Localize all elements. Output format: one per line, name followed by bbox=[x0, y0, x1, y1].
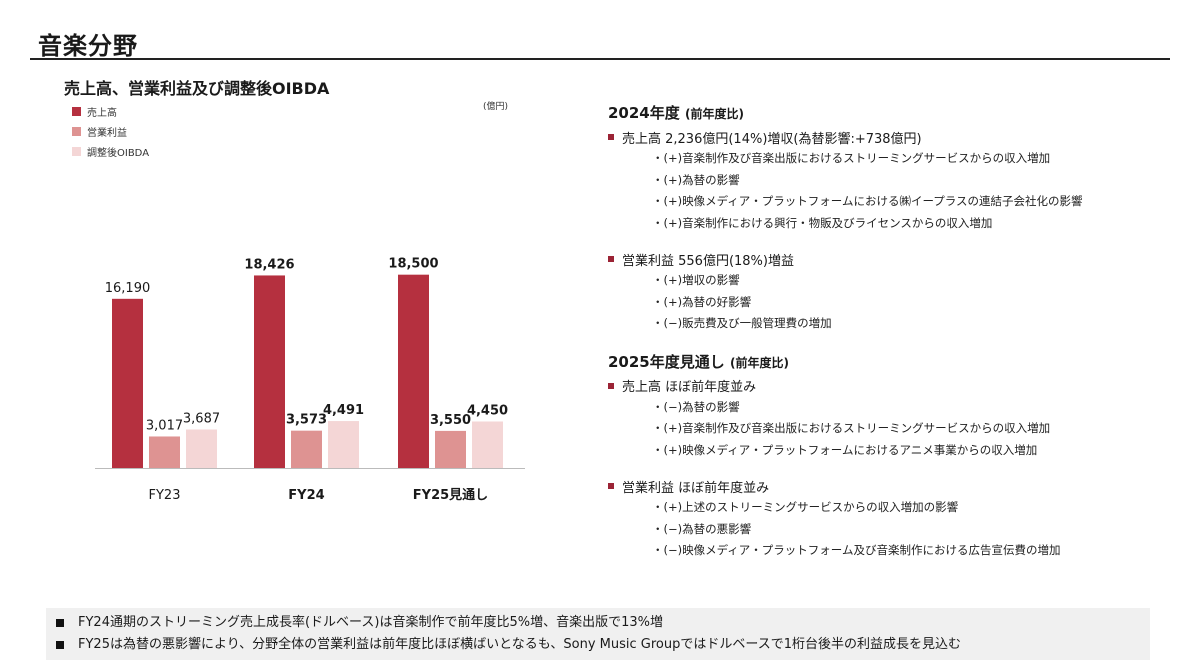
sub-item: ・(−)為替の影響 bbox=[652, 399, 740, 414]
page-title: 音楽分野 bbox=[38, 32, 138, 60]
sub-item: ・(+)音楽制作における興行・物販及びライセンスからの収入増加 bbox=[652, 215, 993, 230]
sub-item: ・(+)音楽制作及び音楽出版におけるストリーミングサービスからの収入増加 bbox=[652, 151, 1051, 165]
item-2025-operating-income-text: 営業利益 ほぼ前年度並み bbox=[622, 480, 770, 496]
legend-label-operating-income: 営業利益 bbox=[87, 127, 127, 139]
sub-item: ・(+)映像メディア・プラットフォームにおける㈱イープラスの連結子会社化の影響 bbox=[652, 194, 1083, 208]
title-divider bbox=[30, 58, 1170, 60]
legend-item-operating-income: 営業利益 bbox=[72, 121, 149, 141]
bullet-icon bbox=[608, 483, 614, 489]
legend-swatch-oibda bbox=[72, 146, 81, 156]
section-title-2025-main: 2025年度見通し bbox=[608, 352, 725, 371]
category-label: FY25見通し bbox=[413, 487, 488, 503]
sub-item: ・(+)為替の影響 bbox=[652, 172, 740, 187]
legend-item-sales: 売上高 bbox=[72, 101, 149, 121]
bar bbox=[291, 430, 322, 468]
legend-item-oibda: 調整後OIBDA bbox=[72, 141, 149, 161]
sub-item: ・(+)音楽制作及び音楽出版におけるストリーミングサービスからの収入増加 bbox=[652, 421, 1051, 435]
chart-legend: 売上高 営業利益 調整後OIBDA bbox=[72, 101, 149, 161]
item-2025-sales-text: 売上高 ほぼ前年度並み bbox=[622, 380, 757, 395]
data-label: 16,190 bbox=[105, 281, 151, 296]
data-label: 18,426 bbox=[244, 257, 294, 272]
sub-item: ・(+)映像メディア・プラットフォームにおけるアニメ事業からの収入増加 bbox=[652, 442, 1038, 457]
data-label: 3,550 bbox=[430, 413, 471, 428]
footnote: FY24通期のストリーミング売上成長率(ドルベース)は音楽制作で前年度比5%増、… bbox=[56, 612, 1140, 634]
legend-label-oibda: 調整後OIBDA bbox=[87, 147, 150, 159]
unit-label: (億円) bbox=[483, 102, 509, 112]
bar bbox=[472, 421, 503, 468]
legend-swatch-sales bbox=[72, 106, 81, 116]
item-2024-sales: 売上高 2,236億円(14%)増収(為替影響:+738億円) bbox=[608, 126, 1178, 148]
sub-item: ・(+)増収の影響 bbox=[652, 273, 740, 287]
item-2024-operating-income-text: 営業利益 556億円(18%)増益 bbox=[622, 253, 794, 269]
section-title-2024: 2024年度 (前年度比) bbox=[608, 100, 1178, 126]
footnote-text: FY25は為替の悪影響により、分野全体の営業利益は前年度比ほぼ横ばいとなるも、S… bbox=[78, 637, 961, 652]
item-2024-operating-income: 営業利益 556億円(18%)増益 bbox=[608, 248, 1178, 270]
footnotes-box: FY24通期のストリーミング売上成長率(ドルベース)は音楽制作で前年度比5%増、… bbox=[46, 608, 1150, 660]
sub-item: ・(+)上述のストリーミングサービスからの収入増加の影響 bbox=[652, 500, 959, 514]
section-title-2024-note: (前年度比) bbox=[684, 107, 744, 121]
bar bbox=[254, 275, 285, 468]
item-2025-operating-income: 営業利益 ほぼ前年度並み bbox=[608, 475, 1178, 497]
data-label: 18,500 bbox=[388, 257, 438, 272]
bar bbox=[328, 421, 359, 468]
sub-item: ・(−)為替の悪影響 bbox=[652, 521, 752, 536]
bullet-icon bbox=[608, 382, 614, 389]
sub-item: ・(−)販売費及び一般管理費の増加 bbox=[652, 316, 832, 330]
data-label: 3,687 bbox=[183, 411, 220, 426]
item-2025-sales: 売上高 ほぼ前年度並み bbox=[608, 375, 1178, 397]
bullet-icon bbox=[608, 134, 614, 140]
section-title-2025-note: (前年度比) bbox=[729, 355, 789, 370]
square-bullet-icon bbox=[56, 619, 64, 627]
data-label: 4,491 bbox=[323, 403, 364, 418]
data-label: 3,573 bbox=[286, 413, 327, 428]
section-title-2025: 2025年度見通し (前年度比) bbox=[608, 349, 1178, 375]
commentary-panel: 2024年度 (前年度比) 売上高 2,236億円(14%)増収(為替影響:+7… bbox=[608, 100, 1178, 562]
sub-item: ・(+)為替の好影響 bbox=[652, 294, 752, 309]
footnote-text: FY24通期のストリーミング売上成長率(ドルベース)は音楽制作で前年度比5%増、… bbox=[78, 615, 663, 630]
data-label: 4,450 bbox=[467, 403, 508, 418]
item-2024-sales-text: 売上高 2,236億円(14%)増収(為替影響:+738億円) bbox=[622, 131, 922, 147]
category-label: FY23 bbox=[149, 488, 181, 503]
bar bbox=[149, 436, 180, 468]
bar bbox=[435, 430, 466, 468]
bar bbox=[112, 298, 143, 468]
data-label: 3,017 bbox=[146, 418, 183, 433]
bar bbox=[186, 429, 217, 468]
legend-swatch-operating-income bbox=[72, 126, 81, 136]
footnote: FY25は為替の悪影響により、分野全体の営業利益は前年度比ほぼ横ばいとなるも、S… bbox=[56, 634, 1140, 656]
sub-item: ・(−)映像メディア・プラットフォーム及び音楽制作における広告宣伝費の増加 bbox=[652, 543, 1061, 557]
bar bbox=[398, 274, 429, 468]
square-bullet-icon bbox=[56, 641, 64, 649]
legend-label-sales: 売上高 bbox=[87, 107, 117, 119]
category-label: FY24 bbox=[288, 488, 324, 503]
bullet-icon bbox=[608, 256, 614, 262]
chart-title: 売上高、営業利益及び調整後OIBDA bbox=[64, 79, 330, 98]
section-title-2024-main: 2024年度 bbox=[608, 104, 680, 122]
